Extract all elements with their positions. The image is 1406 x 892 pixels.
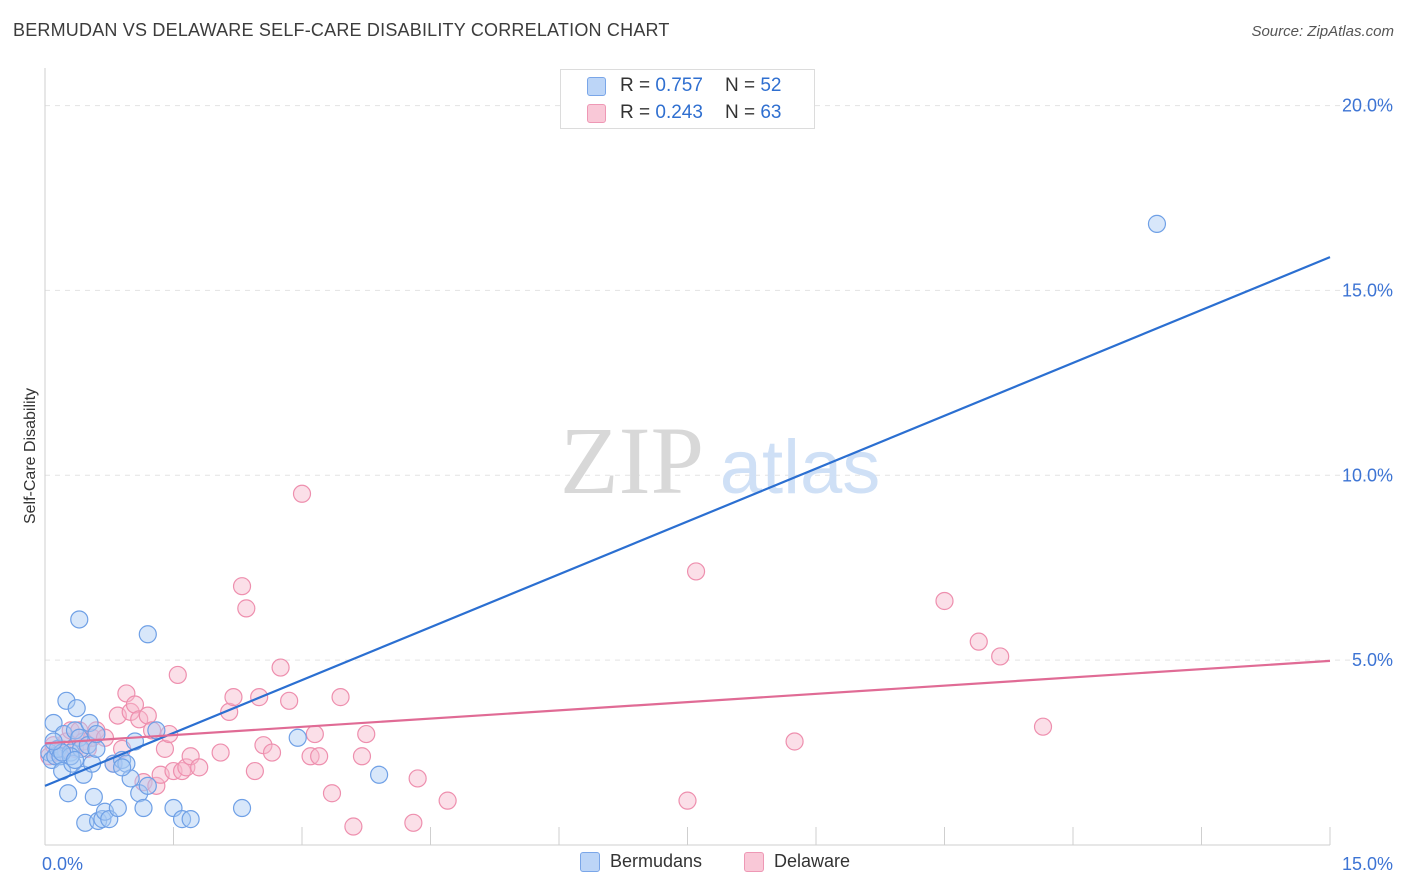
- x-tick-label: 0.0%: [42, 854, 83, 874]
- delaware-point: [322, 784, 342, 803]
- delaware-point: [357, 724, 376, 744]
- bermudan-point: [1147, 214, 1167, 233]
- bermudan-point: [84, 787, 103, 807]
- delaware-trend-line: [44, 659, 1331, 745]
- delaware-point: [969, 632, 988, 651]
- delaware-point: [211, 743, 230, 762]
- bermudan-point: [65, 750, 85, 770]
- delaware-point: [125, 695, 145, 714]
- delaware-point: [331, 688, 350, 707]
- delaware-point: [678, 791, 697, 810]
- bermudan-point: [59, 784, 78, 803]
- y-tick-label: 20.0%: [1342, 96, 1393, 116]
- delaware-point: [352, 747, 372, 766]
- n-label: N =: [724, 102, 756, 123]
- delaware-point: [408, 769, 427, 788]
- delaware-point: [1033, 717, 1053, 736]
- stats-legend: R = 0.757 N = 52 R = 0.243 N = 63: [560, 69, 815, 129]
- x-tick-label: 15.0%: [1342, 854, 1393, 874]
- bermudan-point: [112, 758, 132, 777]
- y-tick-label: 10.0%: [1342, 465, 1393, 485]
- bermudan-point: [57, 691, 76, 710]
- delaware-point: [310, 747, 329, 766]
- chart-title: BERMUDAN VS DELAWARE SELF-CARE DISABILIT…: [13, 20, 670, 40]
- r-label: R =: [620, 75, 651, 96]
- bermudan-point: [138, 776, 157, 795]
- legend-label-delaware: Delaware: [774, 851, 851, 871]
- bermudan-point: [370, 765, 389, 784]
- delaware-point: [785, 732, 804, 751]
- legend-row-bermudans: R = 0.757 N = 52: [587, 74, 781, 98]
- watermark-atlas: atlas: [720, 425, 881, 510]
- delaware-point: [155, 739, 175, 758]
- bermudan-point: [138, 625, 157, 644]
- delaware-point: [280, 691, 299, 710]
- bermudan-point: [134, 798, 153, 818]
- bermudan-point: [80, 713, 99, 733]
- legend-swatch-pink: [744, 851, 764, 872]
- delaware-point: [142, 721, 162, 740]
- delaware-point: [245, 761, 264, 781]
- bermudan-points: [40, 214, 1167, 832]
- delaware-point: [271, 658, 290, 677]
- legend-item-delaware[interactable]: Delaware: [744, 851, 850, 872]
- bermudan-point: [288, 728, 307, 747]
- legend-row-delaware: R = 0.243 N = 63: [587, 101, 781, 125]
- gridlines: [45, 105, 1392, 661]
- delaware-point: [305, 724, 324, 744]
- legend-swatch-blue: [587, 76, 606, 96]
- delaware-point: [177, 758, 196, 777]
- n-value: 63: [760, 102, 782, 123]
- n-label: N =: [724, 75, 756, 96]
- delaware-point: [935, 591, 954, 611]
- delaware-point: [237, 599, 256, 618]
- r-value: 0.243: [655, 102, 703, 123]
- legend-item-bermudans[interactable]: Bermudans: [580, 851, 702, 872]
- delaware-point: [262, 743, 282, 762]
- delaware-point: [292, 484, 312, 503]
- bermudan-point: [232, 798, 252, 818]
- delaware-point: [190, 758, 209, 777]
- n-value: 52: [760, 75, 782, 96]
- trend-lines: [44, 256, 1331, 787]
- y-tick-label: 15.0%: [1342, 280, 1393, 300]
- bermudan-point: [181, 810, 200, 829]
- bermudan-point: [44, 713, 63, 733]
- delaware-point: [686, 562, 706, 581]
- bermudan-point: [93, 810, 112, 829]
- watermark-zip: ZIP: [560, 407, 704, 514]
- delaware-point: [138, 706, 157, 725]
- delaware-point: [438, 791, 457, 810]
- delaware-point: [991, 647, 1010, 666]
- tick-labels: 5.0% 10.0% 15.0% 20.0% 0.0% 15.0%: [42, 96, 1393, 874]
- delaware-point: [168, 665, 187, 685]
- bermudan-point: [108, 798, 127, 818]
- delaware-point: [232, 577, 252, 596]
- delaware-point: [344, 817, 363, 836]
- y-tick-label: 5.0%: [1352, 650, 1393, 670]
- delaware-point: [224, 688, 243, 707]
- bermudan-point: [70, 610, 89, 629]
- bermudan-point: [87, 724, 106, 744]
- chart-source: Source: ZipAtlas.com: [1251, 23, 1394, 40]
- bermudan-trend-line: [44, 256, 1331, 787]
- axes: [44, 68, 1331, 846]
- r-value: 0.757: [655, 75, 703, 96]
- delaware-point: [404, 813, 423, 832]
- watermark: ZIP atlas: [560, 407, 880, 514]
- legend-label-bermudans: Bermudans: [610, 851, 703, 871]
- bermudan-point: [67, 699, 86, 718]
- legend-swatch-pink: [587, 103, 606, 123]
- r-label: R =: [620, 102, 651, 123]
- legend-swatch-blue: [580, 851, 600, 872]
